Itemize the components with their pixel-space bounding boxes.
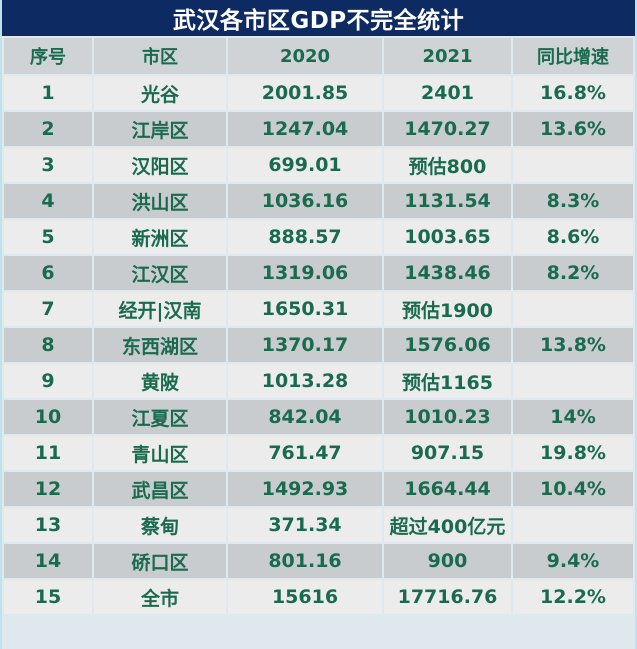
index-cell: 15 [4,580,92,614]
district-cell: 洪山区 [94,184,226,218]
gdp-2020-cell: 761.47 [228,436,382,470]
index-cell: 3 [4,148,92,182]
growth-cell: 19.8% [513,436,633,470]
index-cell: 4 [4,184,92,218]
growth-cell: 13.8% [513,328,633,362]
district-cell: 经开|汉南 [94,292,226,326]
gdp-2021-cell: 1010.23 [384,400,511,434]
district-cell: 光谷 [94,76,226,110]
table-row: 5 新洲区 888.57 1003.65 8.6% [4,220,633,254]
growth-cell: 13.6% [513,112,633,146]
gdp-2020-cell: 1013.28 [228,364,382,398]
growth-cell [513,292,633,326]
gdp-2021-cell: 1003.65 [384,220,511,254]
gdp-2021-cell: 1576.06 [384,328,511,362]
table-row: 14 硚口区 801.16 900 9.4% [4,544,633,578]
gdp-2021-cell: 1470.27 [384,112,511,146]
district-cell: 全市 [94,580,226,614]
index-cell: 5 [4,220,92,254]
growth-cell: 8.3% [513,184,633,218]
index-cell: 11 [4,436,92,470]
header-growth: 同比增速 [513,38,633,74]
header-index: 序号 [4,38,92,74]
gdp-2020-cell: 699.01 [228,148,382,182]
growth-cell: 10.4% [513,472,633,506]
index-cell: 6 [4,256,92,290]
header-2020: 2020 [228,38,382,74]
growth-cell: 9.4% [513,544,633,578]
growth-cell [513,148,633,182]
gdp-2021-cell: 2401 [384,76,511,110]
gdp-2021-cell: 1131.54 [384,184,511,218]
index-cell: 12 [4,472,92,506]
district-cell: 江岸区 [94,112,226,146]
gdp-2021-cell: 900 [384,544,511,578]
table-row: 9 黄陂 1013.28 预估1165 [4,364,633,398]
index-cell: 13 [4,508,92,542]
growth-cell: 16.8% [513,76,633,110]
table-row: 6 江汉区 1319.06 1438.46 8.2% [4,256,633,290]
table-row: 3 汉阳区 699.01 预估800 [4,148,633,182]
growth-cell [513,364,633,398]
district-cell: 硚口区 [94,544,226,578]
district-cell: 汉阳区 [94,148,226,182]
table-row: 1 光谷 2001.85 2401 16.8% [4,76,633,110]
table-row: 10 江夏区 842.04 1010.23 14% [4,400,633,434]
table-row: 15 全市 15616 17716.76 12.2% [4,580,633,614]
district-cell: 青山区 [94,436,226,470]
index-cell: 9 [4,364,92,398]
table-row: 11 青山区 761.47 907.15 19.8% [4,436,633,470]
district-cell: 江汉区 [94,256,226,290]
gdp-2020-cell: 1370.17 [228,328,382,362]
district-cell: 江夏区 [94,400,226,434]
gdp-2021-cell: 超过400亿元 [384,508,511,542]
gdp-2021-cell: 907.15 [384,436,511,470]
district-cell: 黄陂 [94,364,226,398]
gdp-2021-cell: 预估800 [384,148,511,182]
gdp-2020-cell: 1319.06 [228,256,382,290]
table-title: 武汉各市区GDP不完全统计 [2,0,635,36]
growth-cell: 8.6% [513,220,633,254]
gdp-2020-cell: 1492.93 [228,472,382,506]
table-row: 4 洪山区 1036.16 1131.54 8.3% [4,184,633,218]
table-row: 8 东西湖区 1370.17 1576.06 13.8% [4,328,633,362]
index-cell: 10 [4,400,92,434]
gdp-2020-cell: 1247.04 [228,112,382,146]
gdp-table: 序号 市区 2020 2021 同比增速 1 光谷 2001.85 2401 16.8%… [2,36,635,616]
index-cell: 8 [4,328,92,362]
table-row: 7 经开|汉南 1650.31 预估1900 [4,292,633,326]
index-cell: 7 [4,292,92,326]
table-row: 13 蔡甸 371.34 超过400亿元 [4,508,633,542]
gdp-2021-cell: 1664.44 [384,472,511,506]
gdp-2020-cell: 15616 [228,580,382,614]
index-cell: 2 [4,112,92,146]
gdp-2021-cell: 预估1165 [384,364,511,398]
gdp-2021-cell: 1438.46 [384,256,511,290]
gdp-2020-cell: 1036.16 [228,184,382,218]
district-cell: 武昌区 [94,472,226,506]
district-cell: 新洲区 [94,220,226,254]
table-row: 2 江岸区 1247.04 1470.27 13.6% [4,112,633,146]
index-cell: 1 [4,76,92,110]
header-row: 序号 市区 2020 2021 同比增速 [4,38,633,74]
growth-cell: 12.2% [513,580,633,614]
district-cell: 东西湖区 [94,328,226,362]
gdp-2020-cell: 801.16 [228,544,382,578]
district-cell: 蔡甸 [94,508,226,542]
growth-cell [513,508,633,542]
gdp-2020-cell: 888.57 [228,220,382,254]
gdp-2020-cell: 1650.31 [228,292,382,326]
header-2021: 2021 [384,38,511,74]
gdp-2020-cell: 371.34 [228,508,382,542]
gdp-2020-cell: 2001.85 [228,76,382,110]
gdp-2021-cell: 预估1900 [384,292,511,326]
index-cell: 14 [4,544,92,578]
header-district: 市区 [94,38,226,74]
table-row: 12 武昌区 1492.93 1664.44 10.4% [4,472,633,506]
growth-cell: 8.2% [513,256,633,290]
growth-cell: 14% [513,400,633,434]
gdp-2021-cell: 17716.76 [384,580,511,614]
gdp-2020-cell: 842.04 [228,400,382,434]
